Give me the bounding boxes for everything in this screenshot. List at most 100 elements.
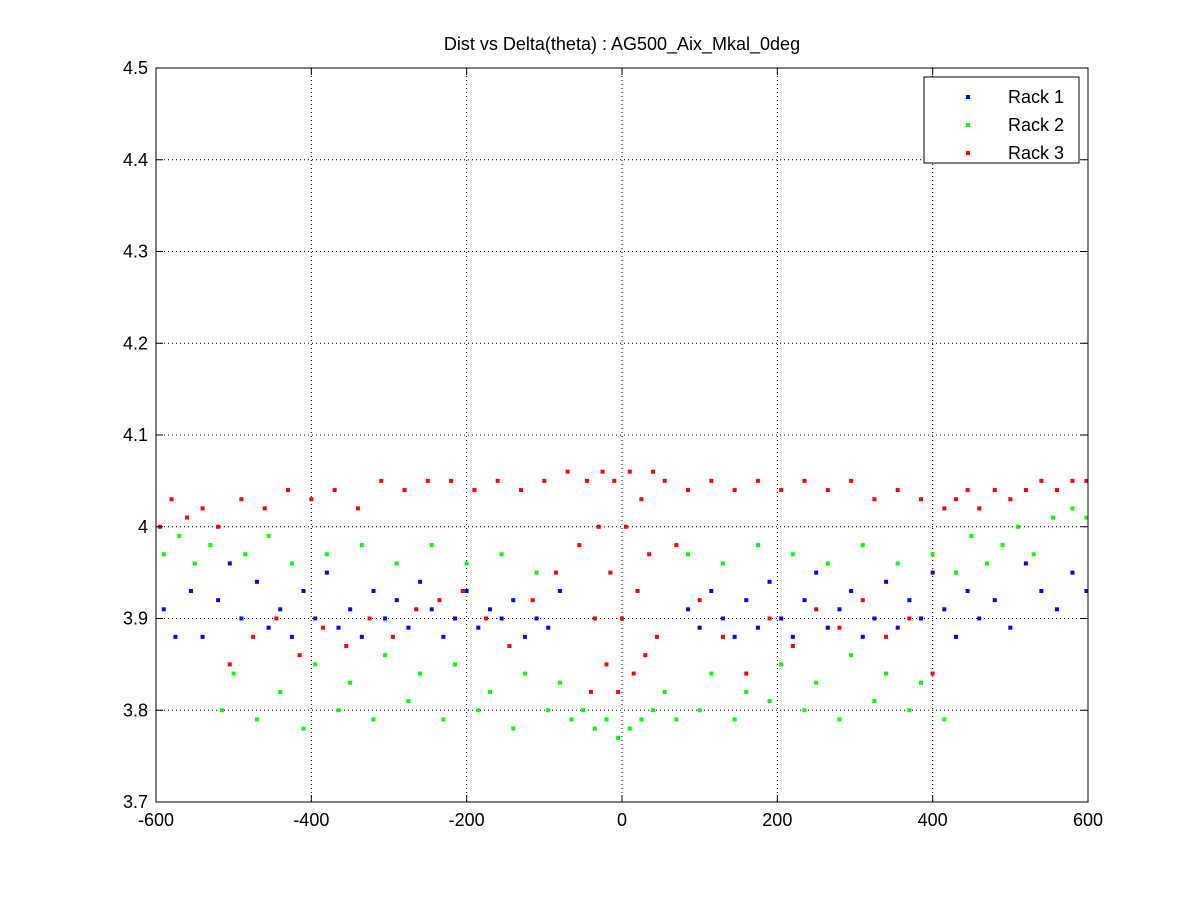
data-point — [262, 506, 267, 511]
data-point — [977, 506, 982, 511]
data-point — [464, 588, 469, 593]
data-point — [406, 699, 411, 704]
data-point — [200, 506, 205, 511]
data-point — [453, 616, 458, 621]
data-point — [359, 634, 364, 639]
data-point — [1023, 488, 1028, 493]
data-point — [169, 497, 174, 502]
data-point — [755, 625, 760, 630]
data-point — [616, 689, 621, 694]
data-point — [744, 598, 749, 603]
data-point — [985, 561, 990, 566]
x-tick-label: -600 — [138, 810, 174, 830]
data-point — [825, 488, 830, 493]
data-point — [860, 634, 865, 639]
data-point — [208, 543, 213, 548]
data-point — [592, 726, 597, 731]
y-tick-label: 4.2 — [123, 333, 148, 353]
data-point — [344, 644, 349, 649]
data-point — [1039, 478, 1044, 483]
data-point — [942, 717, 947, 722]
x-tick-label: 200 — [762, 810, 792, 830]
data-point — [802, 708, 807, 713]
data-point — [585, 478, 590, 483]
data-point — [1039, 588, 1044, 593]
data-point — [604, 662, 609, 667]
data-point — [814, 570, 819, 575]
data-point — [565, 469, 570, 474]
data-point — [227, 662, 232, 667]
data-point — [216, 598, 221, 603]
data-point — [324, 570, 329, 575]
data-points — [157, 469, 1089, 740]
data-point — [907, 616, 912, 621]
data-point — [860, 543, 865, 548]
data-point — [674, 717, 679, 722]
data-point — [266, 533, 271, 538]
data-point — [499, 552, 504, 557]
data-point — [674, 543, 679, 548]
data-point — [383, 616, 388, 621]
series-2 — [161, 506, 1089, 740]
data-point — [779, 616, 784, 621]
data-point — [884, 579, 889, 584]
data-point — [216, 524, 221, 529]
data-point — [953, 570, 958, 575]
data-point — [522, 671, 527, 676]
data-point — [588, 689, 593, 694]
data-point — [872, 497, 877, 502]
data-point — [837, 607, 842, 612]
data-point — [1070, 506, 1075, 511]
data-point — [161, 607, 166, 612]
data-point — [460, 588, 465, 593]
series-1 — [161, 561, 1089, 639]
data-point — [1054, 488, 1059, 493]
data-point — [919, 616, 924, 621]
data-point — [825, 625, 830, 630]
data-point — [1008, 625, 1013, 630]
data-point — [992, 488, 997, 493]
data-point — [336, 708, 341, 713]
data-point — [507, 644, 512, 649]
data-point — [414, 607, 419, 612]
data-point — [476, 708, 481, 713]
data-point — [367, 616, 372, 621]
data-point — [418, 671, 423, 676]
data-point — [309, 497, 314, 502]
data-point — [557, 588, 562, 593]
data-point — [755, 478, 760, 483]
data-point — [239, 616, 244, 621]
data-point — [441, 634, 446, 639]
data-point — [942, 607, 947, 612]
data-point — [476, 625, 481, 630]
data-point — [251, 634, 256, 639]
data-point — [814, 607, 819, 612]
data-point — [286, 488, 291, 493]
y-tick-label: 4 — [138, 517, 148, 537]
data-point — [872, 616, 877, 621]
data-point — [546, 625, 551, 630]
data-point — [895, 561, 900, 566]
x-tick-label: -200 — [449, 810, 485, 830]
data-point — [577, 543, 582, 548]
data-point — [1031, 552, 1036, 557]
data-point — [849, 588, 854, 593]
data-point — [313, 616, 318, 621]
data-point — [243, 552, 248, 557]
data-point — [600, 469, 605, 474]
legend-label: Rack 3 — [1008, 143, 1064, 163]
data-point — [192, 561, 197, 566]
data-point — [371, 588, 376, 593]
data-point — [884, 634, 889, 639]
data-point — [278, 689, 283, 694]
data-point — [534, 570, 539, 575]
data-point — [231, 671, 236, 676]
data-point — [635, 588, 640, 593]
data-point — [767, 616, 772, 621]
data-point — [942, 506, 947, 511]
legend-label: Rack 2 — [1008, 115, 1064, 135]
data-point — [755, 543, 760, 548]
data-point — [697, 625, 702, 630]
data-point — [177, 533, 182, 538]
